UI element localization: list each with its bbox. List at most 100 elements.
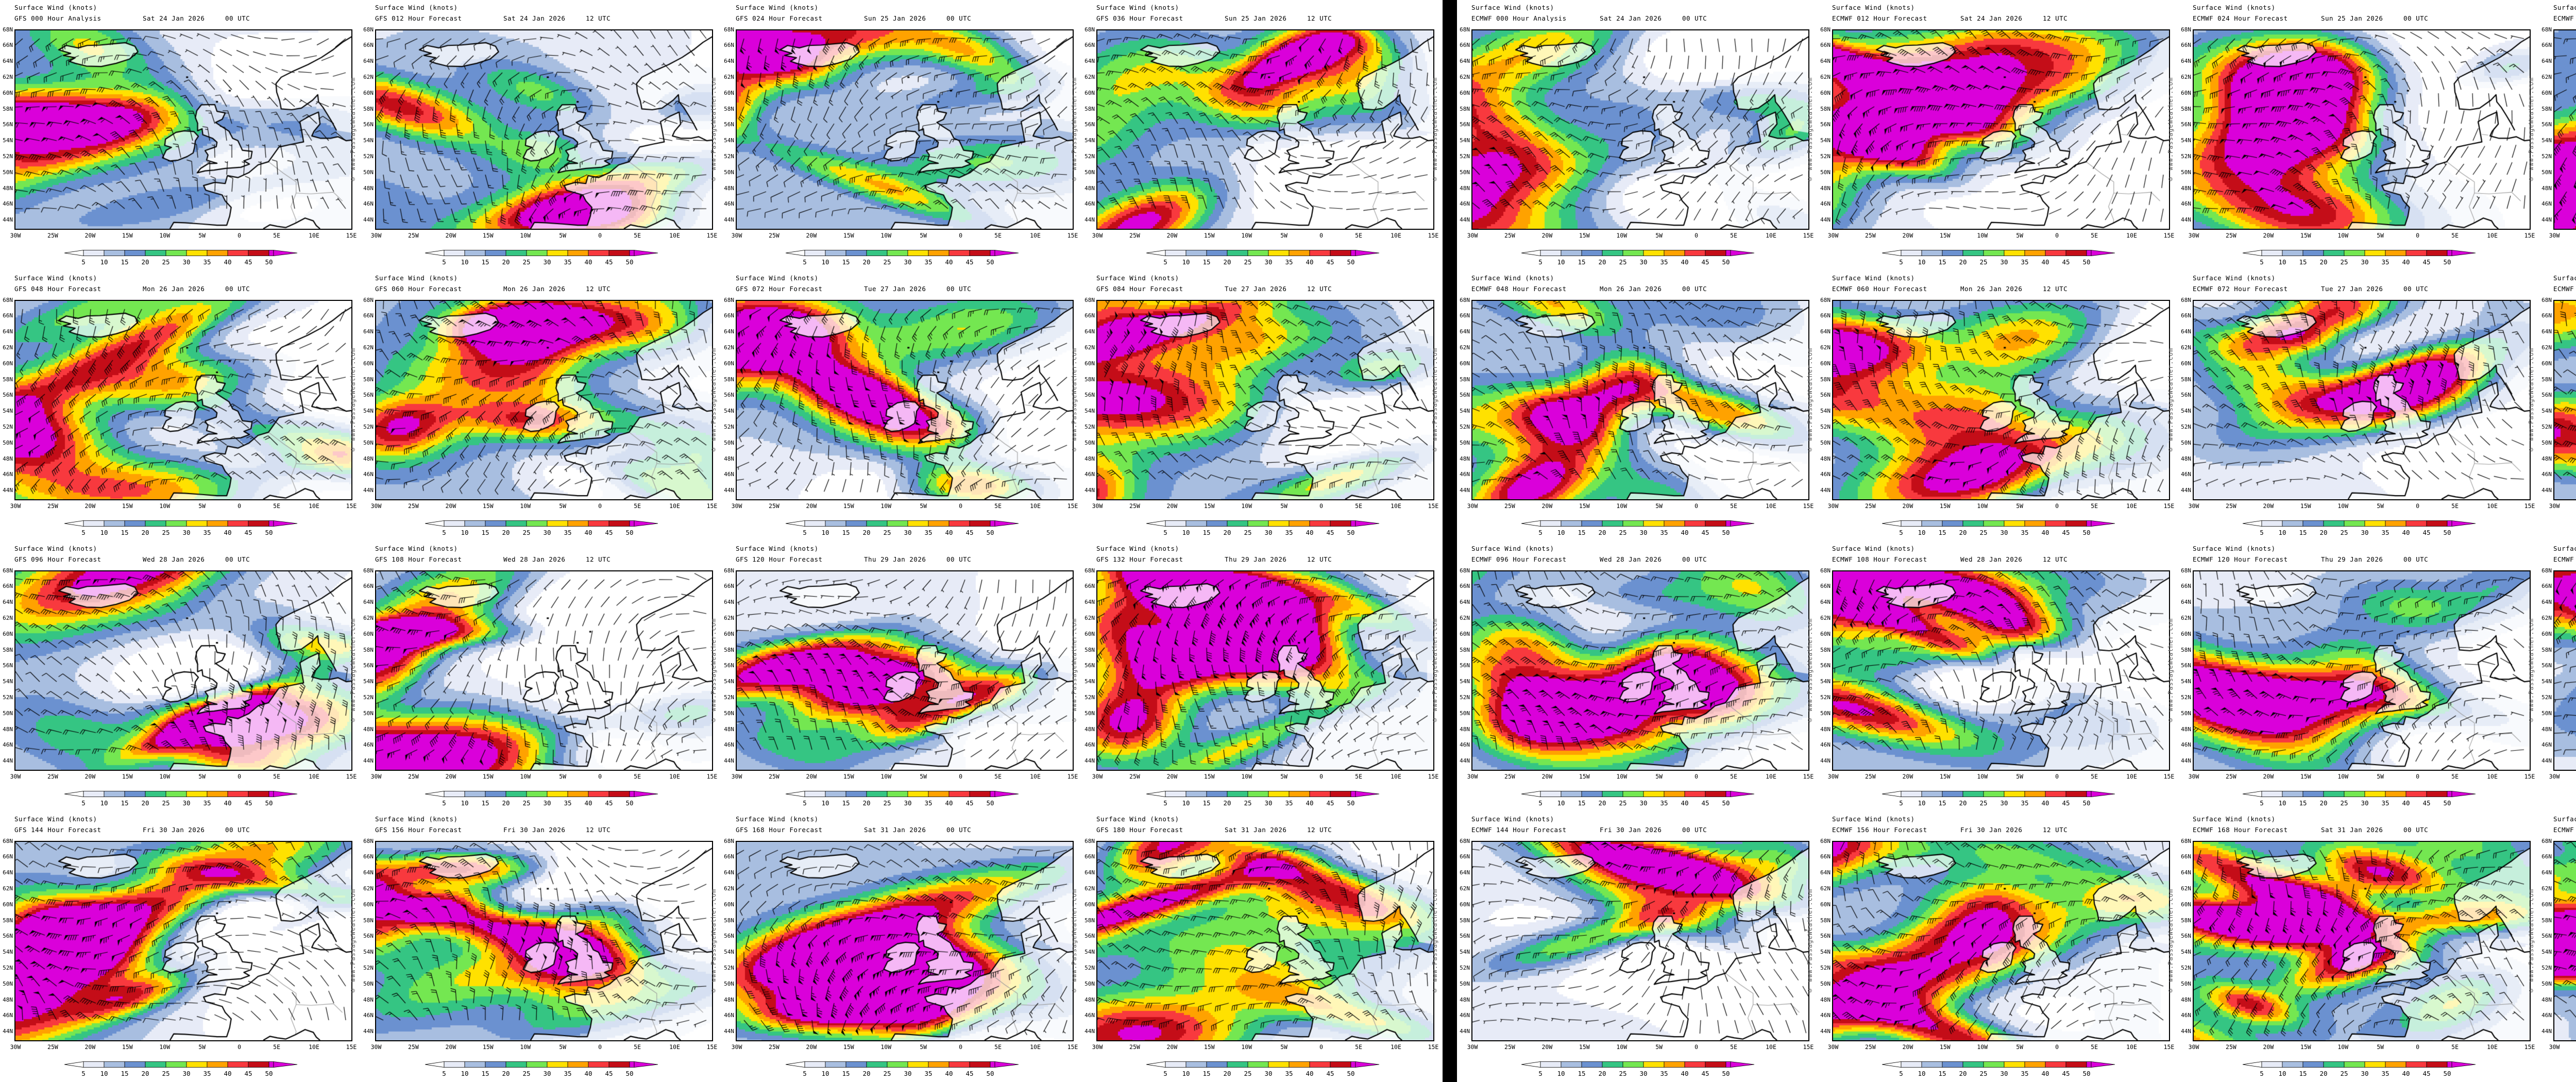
colorbar-tick-label: 45 (605, 1070, 613, 1077)
lon-axis-label: 10E (1766, 232, 1776, 239)
colorbar-band (2261, 1061, 2283, 1068)
colorbar-tick-label: 25 (1619, 529, 1626, 536)
wind-map (2193, 29, 2531, 230)
colorbar-tick-label: 40 (2402, 799, 2410, 807)
panel-valid-date: Mon 26 Jan 2026 (1960, 285, 2023, 293)
colorbar-over-band (268, 1061, 274, 1068)
lon-axis-label: 5W (1655, 232, 1663, 239)
colorbar-band (948, 520, 970, 527)
colorbar-over-arrow (634, 520, 658, 527)
panel-variable-title: Surface Wind (knots) (2553, 274, 2576, 282)
lon-axis-label: 25W (1504, 1043, 1515, 1051)
lat-axis-label: 58N (1460, 917, 1470, 924)
lon-axis-label: 15E (706, 232, 718, 239)
colorbar-band (1268, 250, 1290, 256)
colorbar-band (1942, 791, 1963, 797)
lat-axis-label: 50N (2541, 168, 2552, 176)
colorbar-tick-label: 30 (543, 1070, 551, 1077)
lat-axis-label: 52N (1084, 964, 1095, 971)
lat-axis-label: 44N (2181, 757, 2191, 765)
lat-axis-label: 58N (1460, 105, 1470, 112)
lat-axis-label: 46N (1820, 200, 1831, 208)
lat-axis-label: 60N (1460, 901, 1470, 908)
forecast-panel: Surface Wind (knots) GFS 144 Hour Forecas… (0, 812, 361, 1082)
colorbar-over-band (990, 520, 995, 527)
colorbar-tick-label: 50 (2082, 529, 2090, 536)
lon-axis-label: 0 (1694, 773, 1699, 780)
lon-axis-label: 0 (238, 502, 242, 510)
colorbar-band (1289, 791, 1310, 797)
lat-axis-label: 48N (724, 455, 734, 462)
colorbar-band (2004, 250, 2025, 256)
lon-axis-label: 25W (2226, 773, 2236, 780)
panel-variable-title: Surface Wind (knots) (375, 815, 458, 823)
watermark: © www.PassageWeather.com (1431, 618, 1438, 723)
lon-axis-label: 15W (1579, 232, 1590, 239)
lat-axis-label: 58N (1084, 105, 1095, 112)
lat-axis-label: 48N (2541, 996, 2552, 1003)
colorbar-band (2261, 250, 2283, 256)
lon-axis-label: 10E (309, 773, 319, 780)
colorbar-tick-label: 45 (605, 799, 613, 807)
colorbar-tick-label: 30 (543, 258, 551, 266)
colorbar-tick-label: 15 (842, 1070, 850, 1077)
lon-axis-label: 30W (1092, 232, 1103, 239)
colorbar-over-arrow (2091, 1061, 2115, 1068)
colorbar-band (588, 520, 609, 527)
lat-axis-label: 50N (1084, 709, 1095, 717)
lon-axis-label: 15W (1579, 1043, 1590, 1051)
watermark: © www.PassageWeather.com (2528, 888, 2535, 994)
colorbar-band (2426, 1061, 2448, 1068)
lon-axis-label: 10E (309, 232, 319, 239)
lat-axis-label: 52N (2541, 153, 2552, 160)
lat-axis-label: 68N (724, 296, 734, 303)
lat-axis-label: 64N (3, 599, 13, 606)
panel-run-label: GFS 036 Hour Forecast (1096, 14, 1183, 22)
forecast-panel: Surface Wind (knots) GFS 096 Hour Forecas… (0, 541, 361, 812)
colorbar-tick-label: 40 (2041, 1070, 2049, 1077)
lat-axis-label: 44N (3, 216, 13, 224)
lat-axis-label: 66N (1084, 853, 1095, 860)
lon-axis-label: 20W (2263, 502, 2274, 510)
lon-axis-label: 10E (2126, 1043, 2137, 1051)
colorbar-band (526, 791, 548, 797)
lon-axis-label: 30W (370, 1043, 382, 1051)
lat-axis-label: 44N (1460, 1028, 1470, 1035)
forecast-panel: Surface Wind (knots)ECMWF 036 Hour Forec… (2539, 0, 2576, 270)
lon-axis-label: 5E (994, 773, 1002, 780)
lon-axis-label: 20W (445, 232, 456, 239)
lat-axis-label: 50N (2541, 439, 2552, 446)
panel-variable-title: Surface Wind (knots) (736, 4, 819, 11)
panel-run-label: ECMWF 120 Hour Forecast (2193, 555, 2288, 563)
wind-speed-colorbar: 5 10 15 20 25 30 35 40 45 50 (1521, 1061, 1755, 1077)
wind-speed-colorbar: 5 10 15 20 25 30 35 40 45 50 (64, 1061, 298, 1077)
panel-valid-time: 00 UTC (946, 555, 972, 563)
lat-axis-label: 48N (363, 184, 374, 192)
colorbar-band (248, 791, 269, 797)
lat-axis-label: 66N (1460, 42, 1470, 49)
colorbar-tick-label: 35 (2381, 799, 2389, 807)
lon-axis-label: 30W (1467, 232, 1478, 239)
colorbar-band (1622, 520, 1644, 527)
colorbar-band (444, 1061, 465, 1068)
colorbar-tick-label: 15 (1938, 529, 1946, 536)
colorbar-tick-label: 5 (2260, 799, 2264, 807)
panel-valid-date: Fri 30 Jan 2026 (143, 826, 205, 834)
colorbar-band (2344, 250, 2365, 256)
colorbar-band (1309, 250, 1331, 256)
colorbar-tick-label: 40 (2041, 529, 2049, 536)
lat-axis-label: 48N (1460, 184, 1470, 192)
panel-variable-title: Surface Wind (knots) (14, 545, 97, 552)
lat-axis-label: 66N (2541, 583, 2552, 590)
colorbar-tick-label: 30 (2000, 258, 2008, 266)
lon-axis-label: 30W (2549, 232, 2560, 239)
lat-axis-label: 50N (724, 168, 734, 176)
lon-axis-label: 0 (2416, 502, 2420, 510)
colorbar-band (1165, 520, 1187, 527)
lon-axis-label: 15E (1803, 1043, 1814, 1051)
colorbar-tick-label: 30 (2361, 799, 2368, 807)
lat-axis-label: 52N (1460, 153, 1470, 160)
colorbar-tick-label: 5 (81, 1070, 86, 1077)
lon-axis-label: 20W (2263, 773, 2274, 780)
lon-axis-label: 15W (482, 232, 494, 239)
